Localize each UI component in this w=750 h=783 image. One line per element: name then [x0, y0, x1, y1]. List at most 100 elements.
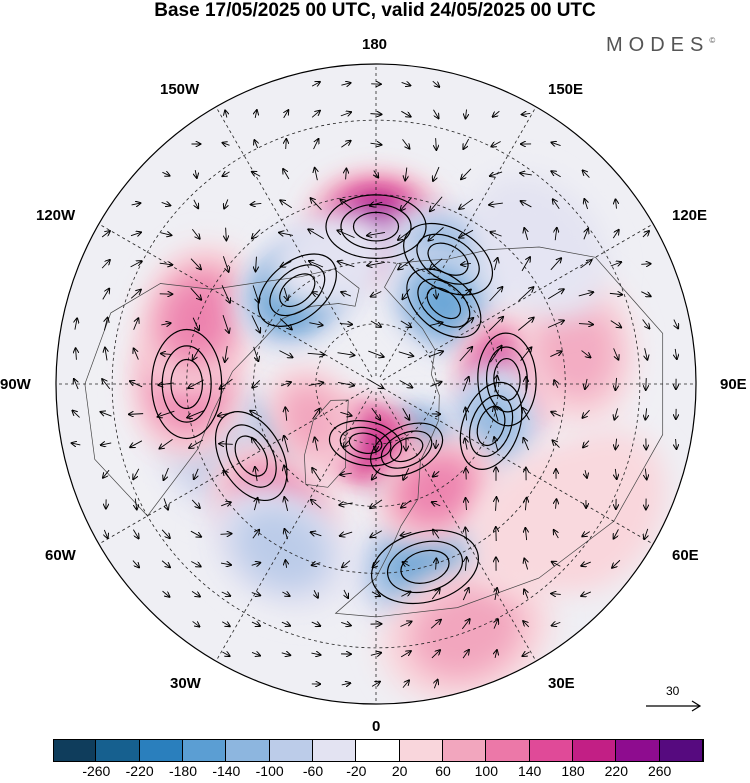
wind-arrow — [370, 114, 381, 115]
wind-arrow — [584, 199, 587, 210]
wind-arrow — [368, 350, 383, 357]
colorbar-tick-label: 140 — [517, 763, 542, 779]
colorbar-tick-label: 180 — [561, 763, 585, 779]
wind-arrow — [614, 408, 617, 419]
wind-arrow — [401, 110, 410, 116]
wind-arrow — [252, 229, 261, 239]
wind-arrow — [462, 650, 469, 659]
wind-arrow — [192, 317, 199, 331]
wind-arrow — [130, 261, 142, 268]
colorbar-segment — [356, 739, 400, 761]
wind-arrow — [578, 324, 593, 325]
wind-arrow — [518, 318, 533, 331]
wind-arrow — [521, 201, 532, 208]
wind-arrow — [341, 683, 351, 685]
reference-vector-arrow — [646, 700, 702, 712]
wind-arrow — [612, 559, 621, 568]
wind-arrow — [550, 258, 561, 271]
wind-arrow — [581, 562, 591, 566]
wind-arrow — [431, 589, 439, 600]
wind-arrow — [551, 171, 561, 178]
colorbar-segment — [312, 739, 357, 761]
height-contour — [352, 211, 400, 242]
map-title: Base 17/05/2025 00 UTC, valid 24/05/2025… — [154, 0, 596, 21]
wind-arrow — [161, 202, 171, 205]
wind-arrow — [615, 468, 616, 479]
wind-arrow — [436, 439, 437, 448]
colorbar-tick-label: 20 — [391, 763, 408, 779]
wind-arrow — [525, 498, 526, 511]
wind-arrow — [285, 560, 286, 568]
wind-arrow — [551, 594, 561, 595]
height-contour — [234, 435, 268, 477]
wind-arrow — [522, 113, 531, 114]
wind-arrow — [550, 351, 561, 357]
wind-arrow — [405, 167, 407, 181]
height-contour — [389, 437, 424, 463]
wind-arrow — [130, 381, 143, 388]
wind-arrow — [343, 440, 348, 447]
wind-arrow — [340, 473, 352, 475]
wind-arrow — [489, 346, 501, 363]
wind-arrow — [251, 622, 260, 626]
wind-arrow — [465, 527, 466, 541]
height-contour — [269, 264, 326, 317]
wind-arrow — [465, 109, 466, 119]
wind-arrow — [582, 409, 590, 418]
wind-arrow — [222, 172, 230, 176]
wind-arrow — [495, 650, 497, 659]
height-contour — [380, 430, 433, 469]
coastline — [334, 246, 664, 618]
colorbar-tick-label: -60 — [302, 763, 324, 779]
wind-arrow — [159, 263, 173, 265]
wind-arrow — [368, 379, 383, 388]
wind-arrow — [496, 497, 497, 511]
colorbar-segment — [572, 739, 617, 761]
wind-arrow — [312, 563, 321, 566]
wind-arrow — [101, 412, 112, 417]
wind-arrow — [675, 348, 677, 359]
wind-arrow — [221, 592, 231, 596]
wind-arrow — [371, 682, 380, 687]
wind-arrow — [162, 172, 169, 175]
wind-arrow — [132, 560, 139, 568]
height-contour — [328, 420, 403, 467]
wind-arrow — [76, 348, 77, 360]
wind-arrow — [311, 653, 320, 655]
wind-arrow — [279, 350, 292, 358]
colorbar-segment — [616, 739, 660, 761]
wind-arrow — [581, 592, 591, 596]
wind-arrow — [311, 198, 322, 211]
wind-arrow — [308, 229, 324, 240]
wind-arrow — [642, 231, 649, 238]
wind-arrow — [615, 438, 616, 450]
wind-arrow — [645, 348, 648, 359]
wind-arrow — [224, 199, 228, 208]
wind-arrow — [340, 412, 351, 415]
meridian-line — [379, 390, 537, 662]
reference-vector-label: 30 — [666, 684, 680, 698]
wind-arrow — [339, 503, 353, 505]
wind-arrow — [283, 169, 290, 180]
wind-arrow — [371, 592, 380, 596]
wind-arrow — [495, 588, 497, 600]
colorbar-tick-label: 220 — [604, 763, 629, 779]
colorbar-tick-label: -220 — [125, 763, 154, 779]
colorbar-segment — [96, 739, 140, 761]
wind-arrow — [551, 412, 561, 417]
wind-arrow — [403, 562, 410, 566]
wind-arrow — [583, 170, 590, 178]
wind-arrow — [72, 411, 80, 418]
wind-arrow — [370, 143, 382, 145]
wind-arrow — [159, 439, 173, 448]
wind-arrow — [340, 199, 352, 209]
wind-arrow — [284, 110, 289, 119]
wind-arrow — [312, 409, 320, 420]
wind-arrow — [161, 354, 172, 355]
height-contour — [400, 549, 450, 584]
meridian-line — [382, 387, 654, 545]
wind-arrow — [225, 110, 227, 118]
colorbar-tick-label: -20 — [346, 763, 367, 779]
height-contour — [370, 529, 480, 605]
lon-label-180: 180 — [362, 36, 388, 53]
